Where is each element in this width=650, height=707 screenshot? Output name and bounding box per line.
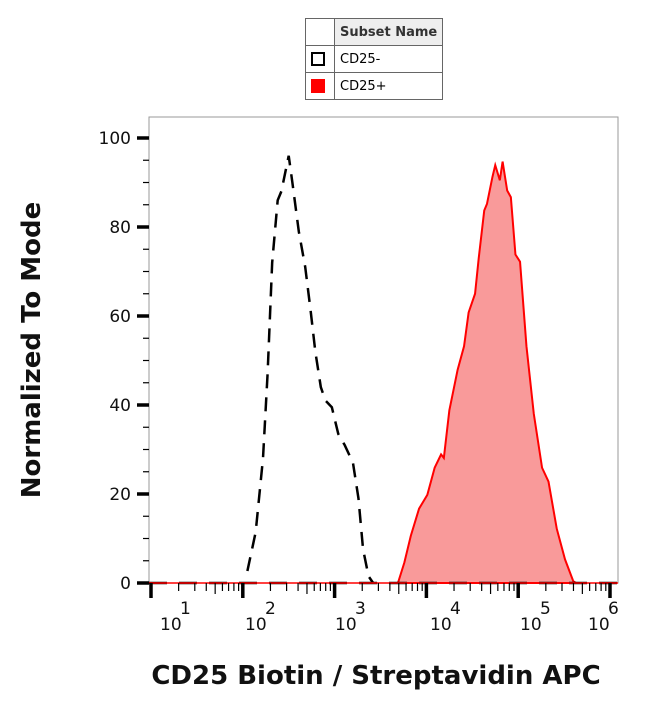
x-tick-exponent: 6 (608, 599, 619, 619)
x-tick-base: 10 (335, 615, 357, 635)
x-tick-label: 106 (588, 599, 619, 635)
x-tick-label: 102 (245, 599, 276, 635)
x-tick-base: 10 (520, 615, 542, 635)
x-tick-exponent: 4 (450, 599, 461, 619)
x-tick-label: 105 (520, 599, 551, 635)
legend-item-cd25-pos: CD25+ (305, 72, 444, 100)
y-tick-label: 20 (109, 485, 131, 505)
x-tick-base: 10 (160, 615, 182, 635)
x-tick-label: 104 (430, 599, 461, 635)
y-tick-label: 40 (109, 396, 131, 416)
x-tick-base: 10 (430, 615, 452, 635)
y-tick-label: 60 (109, 307, 131, 327)
x-tick-base: 10 (245, 615, 267, 635)
series-cd25-neg-line (246, 155, 375, 584)
y-axis-title: Normalized To Mode (17, 202, 47, 499)
legend-header: Subset Name (333, 18, 444, 46)
legend: Subset Name CD25- CD25+ (305, 18, 444, 100)
legend-label: CD25+ (333, 72, 444, 100)
x-tick-exponent: 3 (355, 599, 366, 619)
x-tick-label: 101 (160, 599, 191, 635)
y-tick-label: 100 (99, 129, 131, 149)
y-tick-label: 80 (109, 218, 131, 238)
y-tick-label: 0 (120, 574, 131, 594)
x-tick-label: 103 (335, 599, 366, 635)
x-tick-exponent: 5 (540, 599, 551, 619)
x-axis-title: CD25 Biotin / Streptavidin APC (151, 661, 600, 691)
x-tick-base: 10 (588, 615, 610, 635)
legend-label: CD25- (333, 45, 444, 73)
legend-swatch-filled-icon (311, 79, 325, 93)
legend-swatch-outline-icon (311, 52, 325, 66)
x-tick-exponent: 2 (265, 599, 276, 619)
legend-item-cd25-neg: CD25- (305, 45, 444, 73)
x-tick-exponent: 1 (180, 599, 191, 619)
series-cd25-pos-area (396, 161, 580, 584)
